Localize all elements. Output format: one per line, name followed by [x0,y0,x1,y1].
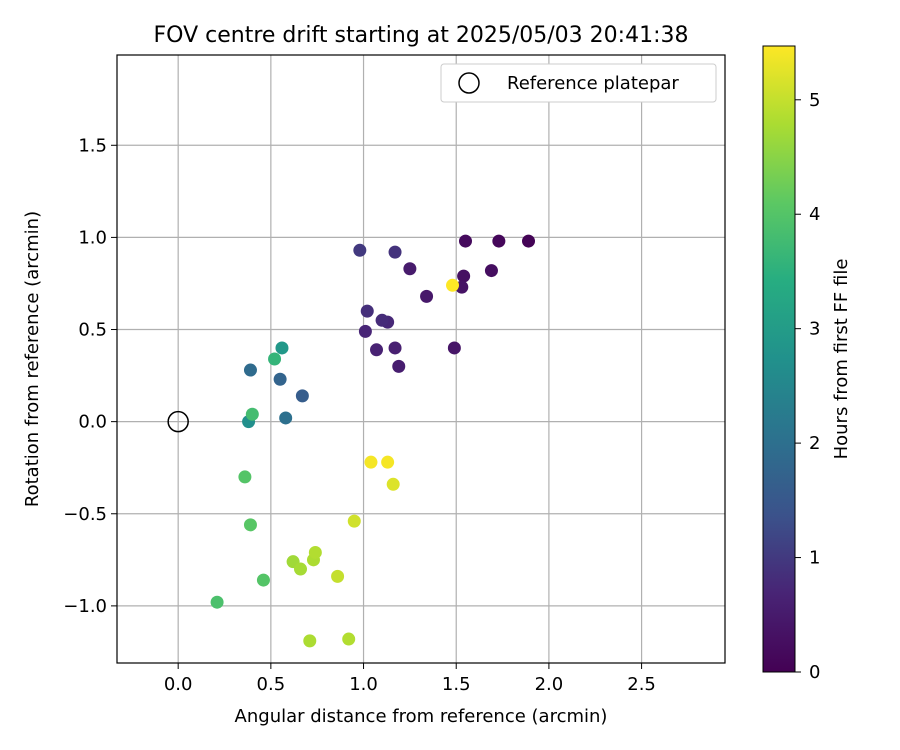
y-tick-label: −0.5 [63,504,107,525]
scatter-point [303,634,317,648]
scatter-point [360,304,374,318]
colorbar-tick-label: 4 [809,204,820,225]
y-tick-label: 0.5 [78,320,107,341]
colorbar-tick-label: 0 [809,662,820,683]
scatter-point [342,632,356,646]
scatter-point [370,343,384,357]
scatter-point [522,234,536,248]
scatter-point [308,545,322,559]
chart-title: FOV centre drift starting at 2025/05/03 … [154,23,689,48]
x-tick-label: 1.0 [349,674,378,695]
plot-area [116,54,726,664]
scatter-point [388,341,402,355]
x-tick-label: 2.5 [627,674,656,695]
scatter-point [484,264,498,278]
scatter-point [447,341,461,355]
y-axis-ticks: −1.0 −0.5 0.0 0.5 1.0 1.5 [63,135,117,617]
y-tick-label: 1.0 [78,227,107,248]
scatter-point [420,289,434,303]
x-tick-label: 0.5 [257,674,286,695]
scatter-point [245,407,259,421]
y-tick-label: 1.5 [78,135,107,156]
legend: Reference platepar [440,63,717,103]
scatter-point [386,477,400,491]
colorbar-tick-label: 5 [809,90,820,111]
scatter-point [388,245,402,259]
scatter-points [210,234,536,648]
y-tick-label: 0.0 [78,412,107,433]
y-tick-label: −1.0 [63,596,107,617]
scatter-point [243,518,257,532]
scatter-point [353,243,367,257]
scatter-point [256,573,270,587]
scatter-point [243,363,257,377]
x-tick-label: 2.0 [535,674,564,695]
scatter-point [347,514,361,528]
scatter-point [331,569,345,583]
colorbar-ticks: 0 1 2 3 4 5 [795,90,820,683]
scatter-point [275,341,289,355]
scatter-point [210,595,224,609]
legend-box [440,63,717,103]
scatter-point [381,455,395,469]
x-tick-label: 0.0 [164,674,193,695]
scatter-point [364,455,378,469]
x-tick-label: 1.5 [442,674,471,695]
legend-label: Reference platepar [507,73,679,94]
grid [117,55,725,663]
scatter-point [279,411,293,425]
scatter-point [358,324,372,338]
scatter-point [273,372,287,386]
reference-platepar-marker [167,410,189,433]
scatter-point [492,234,506,248]
scatter-point [392,359,406,373]
y-axis-label: Rotation from reference (arcmin) [22,211,43,507]
scatter-point [375,313,389,327]
scatter-point [238,470,252,484]
colorbar-label: Hours from first FF file [831,259,852,460]
scatter-point [446,278,460,292]
scatter-point [403,262,417,276]
scatter-point [294,562,308,576]
x-axis-ticks: 0.0 0.5 1.0 1.5 2.0 2.5 [164,663,656,695]
scatter-point [457,269,471,283]
colorbar [762,45,796,673]
colorbar-tick-label: 3 [809,319,820,340]
x-axis-label: Angular distance from reference (arcmin) [235,706,608,727]
legend-marker-icon [458,72,480,94]
colorbar-tick-label: 2 [809,433,820,454]
scatter-point [268,352,282,366]
scatter-point [458,234,472,248]
scatter-point [295,389,309,403]
colorbar-tick-label: 1 [809,548,820,569]
